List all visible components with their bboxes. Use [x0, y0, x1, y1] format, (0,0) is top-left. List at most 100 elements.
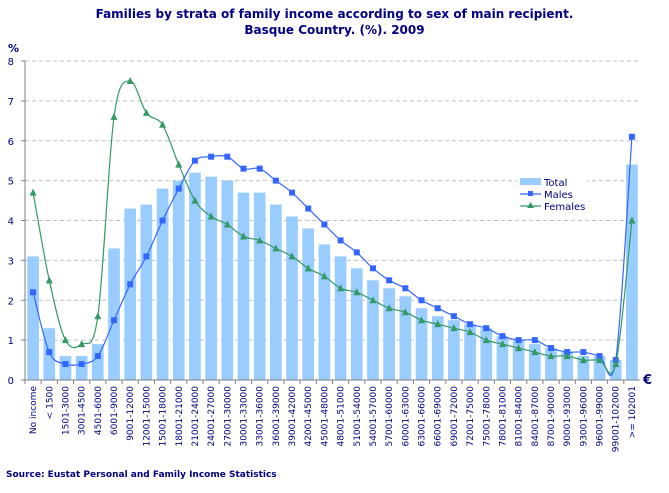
bar-total — [172, 180, 185, 380]
x-tick-label: 18001-21000 — [175, 386, 185, 447]
bar-total — [59, 356, 72, 380]
marker-males — [483, 325, 490, 332]
y-tick-label: 2 — [8, 296, 14, 307]
x-tick-label: 6001-9000 — [110, 386, 120, 435]
marker-females — [126, 76, 134, 84]
marker-males — [143, 253, 150, 260]
legend-label-males: Males — [544, 190, 573, 201]
marker-females — [515, 344, 523, 352]
bar-total — [415, 308, 428, 380]
marker-males — [62, 361, 69, 368]
x-tick-label: 60001-63000 — [401, 386, 411, 447]
marker-males — [467, 321, 474, 328]
marker-males — [175, 185, 182, 192]
x-tick-label: 15001-18000 — [159, 386, 169, 447]
marker-females — [159, 120, 167, 128]
marker-females — [401, 308, 409, 316]
marker-males — [386, 277, 393, 284]
x-tick-label: 48001-51000 — [337, 386, 347, 447]
bar-total — [512, 340, 525, 380]
marker-males — [353, 249, 360, 256]
marker-females — [353, 288, 361, 296]
x-tick-label: 87001-90000 — [547, 386, 557, 447]
bar-total — [399, 296, 412, 380]
y-tick-label: 0 — [8, 376, 14, 387]
marker-males — [628, 133, 635, 140]
marker-males — [272, 177, 279, 184]
legend-marker-females — [527, 202, 534, 208]
marker-males — [289, 189, 296, 196]
x-tick-label: 84001-87000 — [531, 386, 541, 447]
x-tick-label: 36001-39000 — [272, 386, 282, 447]
marker-males — [369, 265, 376, 272]
x-tick-label: 93001-96000 — [579, 386, 589, 447]
marker-males — [499, 333, 506, 340]
x-tick-label: 33001-36000 — [256, 386, 266, 447]
marker-males — [321, 221, 328, 228]
bar-total — [92, 344, 104, 380]
marker-males — [94, 353, 101, 360]
x-tick-label: 27001-30000 — [223, 386, 233, 447]
marker-males — [580, 349, 587, 356]
bar-total — [626, 164, 638, 380]
marker-females — [45, 276, 53, 284]
marker-females — [628, 216, 636, 224]
bar-total — [318, 244, 331, 380]
bar-total — [383, 288, 395, 380]
x-tick-label: 81001-84000 — [515, 386, 525, 447]
marker-females — [596, 356, 604, 364]
marker-males — [434, 305, 441, 312]
x-tick-label: 1501-3000 — [61, 386, 71, 435]
bar-total — [367, 280, 379, 380]
x-tick-label: >= 102001 — [628, 386, 638, 438]
bar-total — [350, 268, 363, 380]
y-tick-label: 1 — [8, 336, 14, 347]
marker-females — [450, 324, 458, 332]
x-tick-label: 66001-69000 — [434, 386, 444, 447]
x-tick-label: No income — [29, 386, 39, 435]
marker-males — [531, 337, 538, 344]
line-males — [32, 136, 633, 377]
marker-females — [369, 296, 377, 304]
y-tick-label: 8 — [8, 57, 14, 68]
x-tick-label: 78001-81000 — [498, 386, 508, 447]
marker-males — [450, 313, 457, 320]
bar-total — [334, 256, 347, 380]
bar-total — [237, 192, 250, 380]
legend-label-total: Total — [543, 178, 567, 189]
marker-males — [78, 361, 85, 368]
x-tick-label: < 1500 — [45, 386, 55, 420]
marker-females — [337, 284, 345, 292]
marker-females — [563, 352, 571, 360]
bar-total — [189, 172, 201, 380]
x-axis-label: € — [642, 373, 652, 388]
bar-total — [480, 328, 493, 380]
marker-females — [175, 160, 183, 168]
bar-total — [270, 204, 282, 380]
bar-total — [593, 356, 606, 380]
x-tick-label: 63001-66000 — [418, 386, 428, 447]
marker-females — [110, 112, 118, 120]
bar-total — [561, 352, 573, 380]
marker-females — [94, 312, 102, 320]
marker-females — [385, 304, 393, 312]
legend-label-females: Females — [544, 202, 585, 213]
bar-total — [464, 324, 476, 380]
marker-females — [531, 348, 539, 356]
marker-females — [207, 212, 215, 220]
marker-females — [78, 340, 86, 348]
x-tick-label: 12001-15000 — [142, 386, 152, 447]
bar-total — [609, 360, 622, 380]
y-tick-label: 4 — [8, 217, 14, 228]
marker-males — [337, 237, 344, 244]
x-tick-label: 45001-48000 — [320, 386, 330, 447]
marker-males — [305, 205, 312, 212]
x-tick-label: 99001-102000 — [612, 386, 622, 453]
marker-males — [127, 281, 134, 288]
chart-subtitle: Basque Country. (%). 2009 — [244, 23, 425, 37]
x-tick-label: 30001-33000 — [239, 386, 249, 447]
marker-females — [61, 336, 69, 344]
y-tick-label: 7 — [8, 97, 14, 108]
